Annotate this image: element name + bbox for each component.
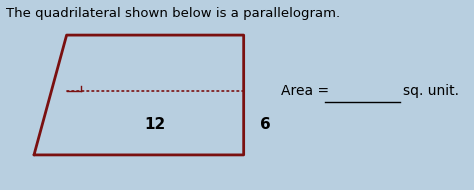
Text: sq. unit.: sq. unit. <box>403 84 459 98</box>
Text: 12: 12 <box>145 117 166 132</box>
Text: 6: 6 <box>260 117 271 132</box>
Text: The quadrilateral shown below is a parallelogram.: The quadrilateral shown below is a paral… <box>6 7 340 20</box>
Text: Area =: Area = <box>281 84 329 98</box>
